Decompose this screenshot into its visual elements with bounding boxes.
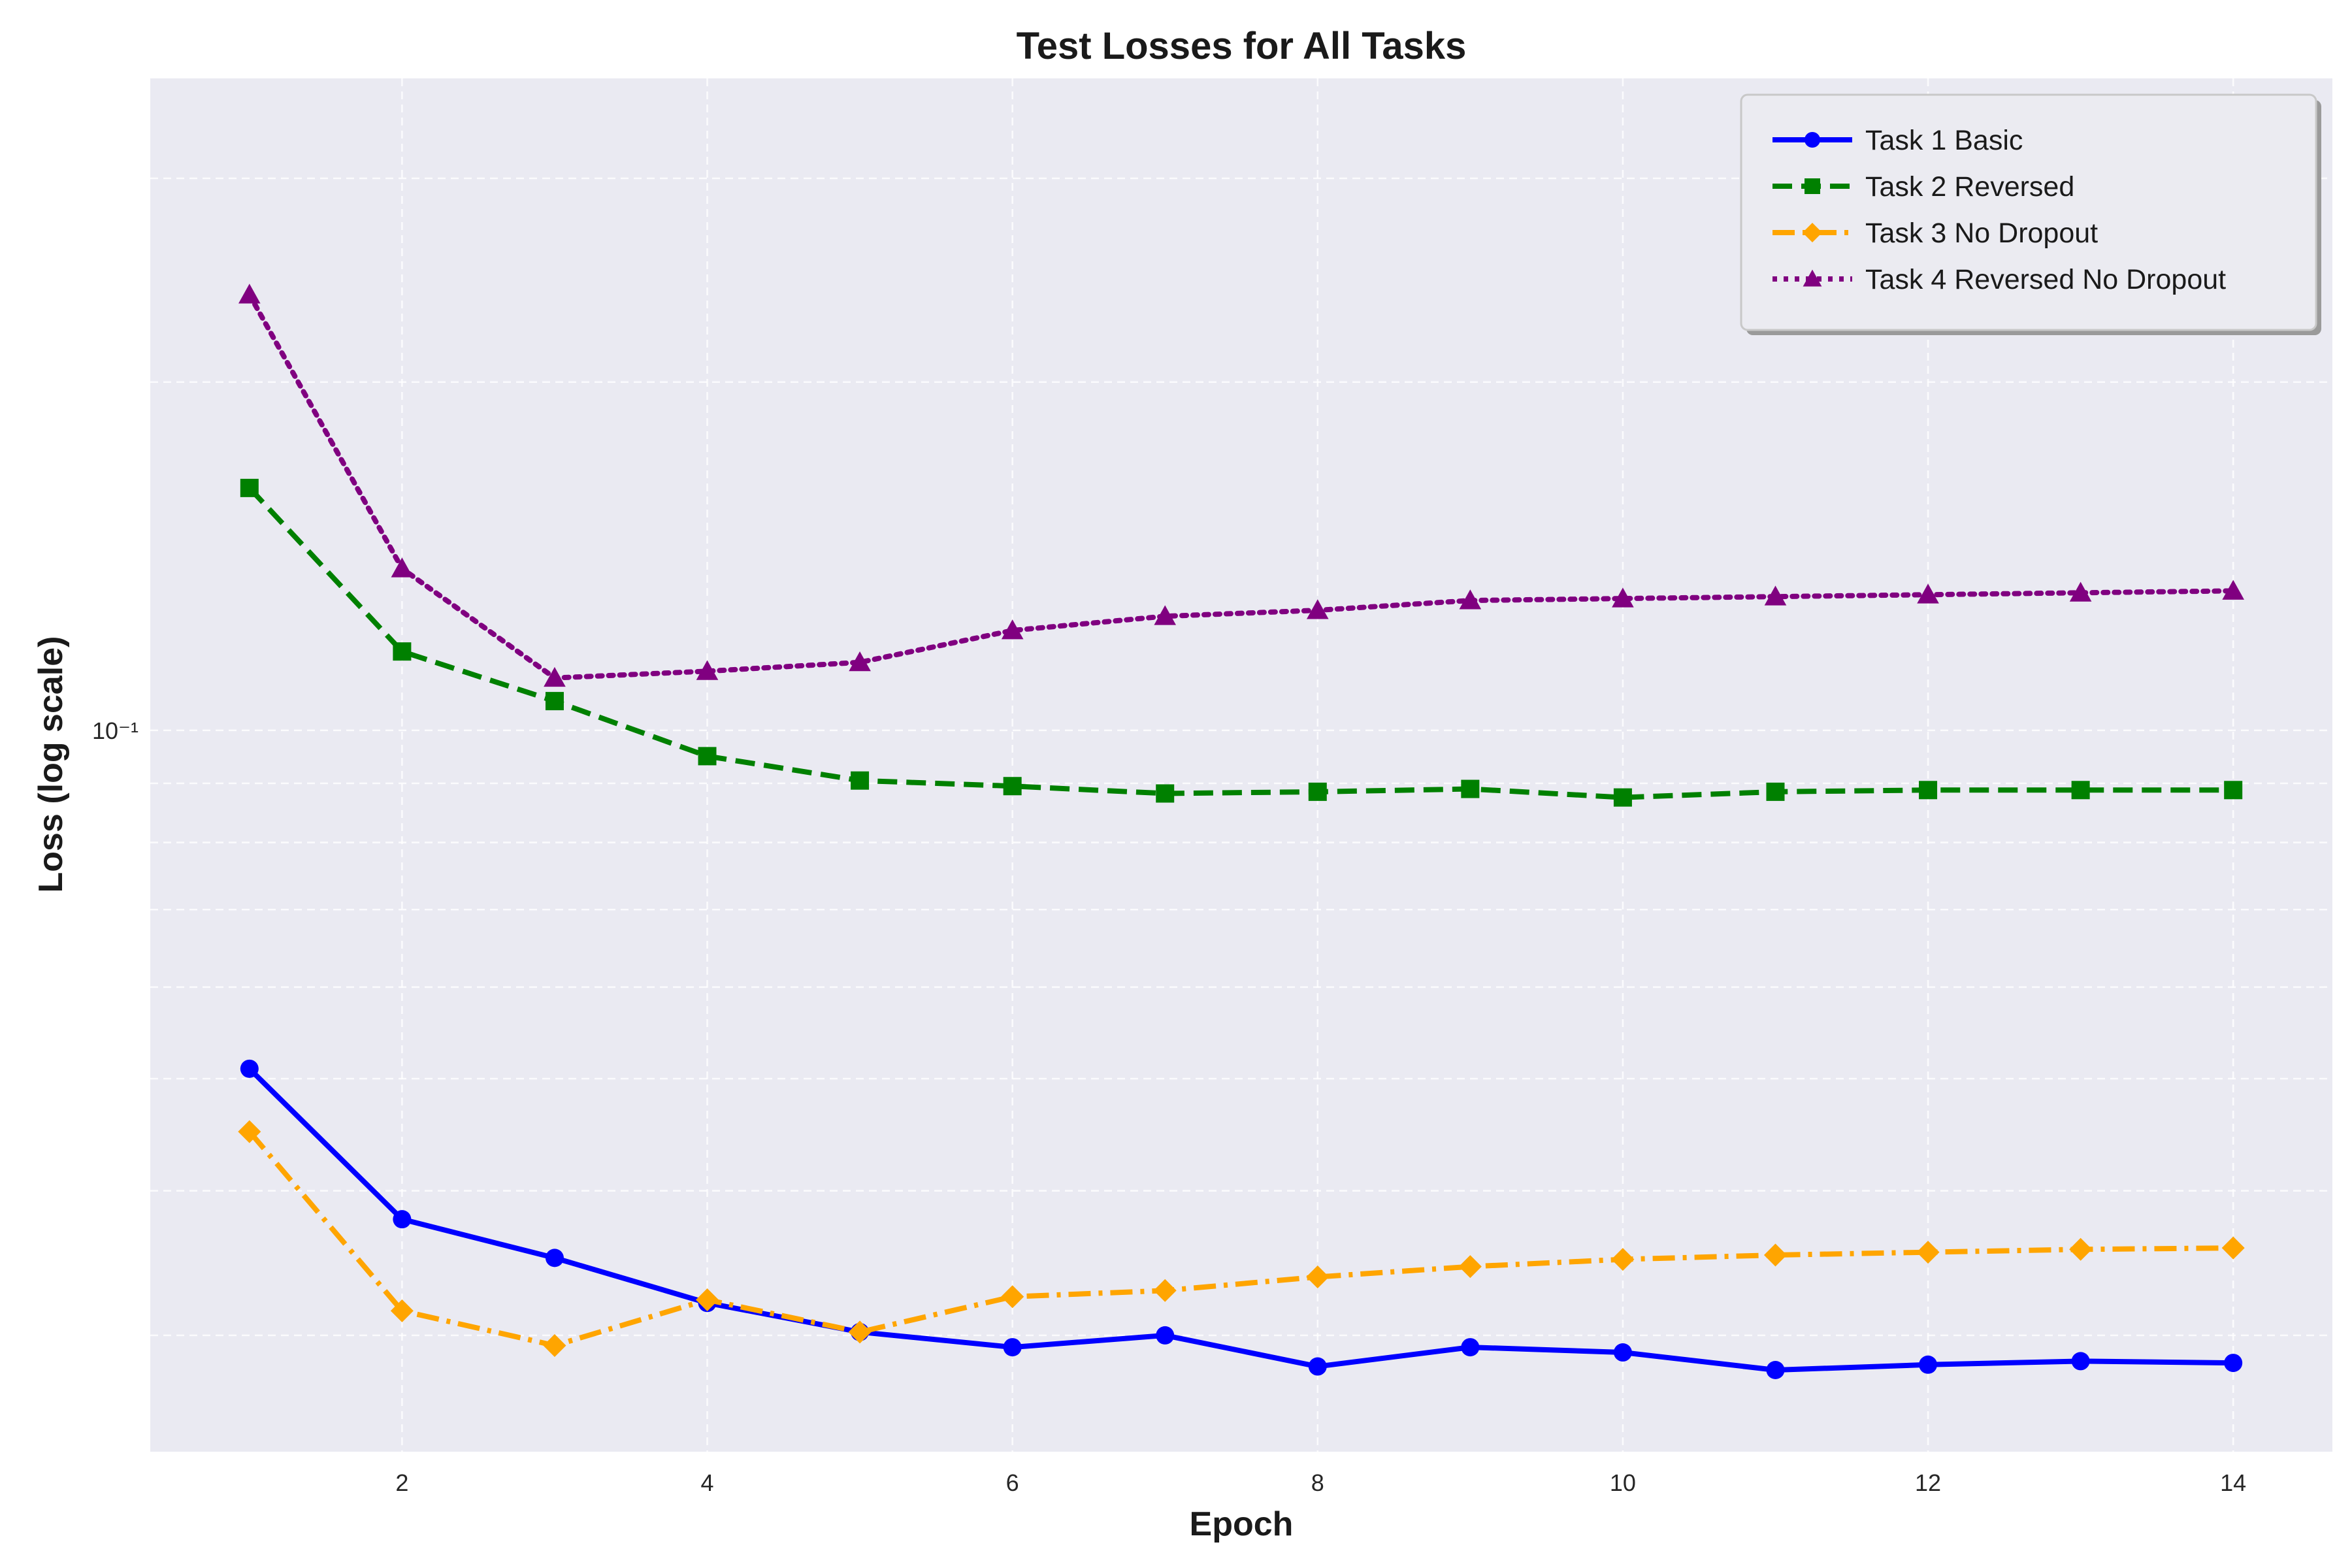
marker-square: [2224, 781, 2243, 800]
series-4: [238, 284, 2244, 687]
series-line: [247, 1130, 2234, 1348]
marker-square: [1766, 782, 1785, 801]
marker-circle: [545, 1249, 564, 1267]
marker-triangle: [696, 660, 719, 680]
marker-circle: [1766, 1361, 1785, 1380]
marker-square: [1919, 781, 1938, 800]
x-tick-label: 14: [2220, 1469, 2246, 1496]
series-2: [240, 478, 2243, 807]
marker-square: [1156, 784, 1175, 803]
marker-circle: [1461, 1338, 1480, 1357]
x-tick-label: 12: [1915, 1469, 1941, 1496]
series-3: [238, 1120, 2245, 1357]
marker-triangle: [849, 651, 871, 672]
series-line: [247, 486, 2234, 800]
marker-square: [1308, 782, 1327, 801]
marker-square: [1805, 178, 1820, 194]
marker-diamond: [543, 1333, 566, 1357]
series-layer: [238, 284, 2245, 1380]
chart-title: Test Losses for All Tasks: [1017, 25, 1467, 67]
marker-triangle: [1154, 605, 1177, 625]
marker-diamond: [2069, 1237, 2093, 1261]
marker-circle: [2071, 1352, 2090, 1371]
marker-circle: [1156, 1326, 1175, 1345]
marker-circle: [393, 1210, 412, 1229]
tick-labels: 2 4 6 8 10 12 14 10⁻¹: [92, 717, 2246, 1496]
marker-triangle: [391, 557, 414, 578]
legend: Task 1 Basic Task 2 Reversed Task 3 No Dro…: [1740, 93, 2321, 335]
marker-circle: [1003, 1338, 1022, 1357]
marker-diamond: [1611, 1248, 1635, 1271]
marker-square: [393, 642, 412, 661]
marker-triangle: [1917, 583, 1939, 604]
marker-triangle: [1001, 619, 1024, 640]
marker-diamond: [1803, 223, 1822, 242]
marker-square: [240, 478, 259, 497]
legend-box: [1740, 93, 2317, 331]
marker-square: [2071, 781, 2090, 800]
x-tick-label: 10: [1610, 1469, 1636, 1496]
y-tick-label: 10⁻¹: [92, 717, 139, 744]
marker-triangle: [1612, 587, 1634, 608]
marker-triangle: [1306, 599, 1329, 619]
marker-diamond: [1001, 1285, 1024, 1309]
legend-label: Task 1 Basic: [1865, 125, 2023, 156]
marker-circle: [1308, 1357, 1327, 1376]
marker-diamond: [1916, 1241, 1940, 1264]
marker-diamond: [390, 1299, 414, 1322]
x-tick-label: 6: [1006, 1469, 1019, 1496]
x-tick-label: 8: [1311, 1469, 1324, 1496]
marker-square: [698, 747, 717, 766]
marker-diamond: [238, 1120, 261, 1143]
marker-circle: [1919, 1355, 1938, 1374]
legend-label: Task 3 No Dropout: [1865, 218, 2098, 249]
marker-circle: [1613, 1343, 1632, 1362]
y-axis-label: Loss (log scale): [32, 636, 70, 893]
marker-triangle: [238, 284, 261, 304]
marker-triangle: [2069, 581, 2092, 602]
marker-square: [1461, 779, 1480, 798]
marker-square: [545, 692, 564, 711]
marker-circle: [1805, 132, 1820, 148]
marker-triangle: [1803, 269, 1822, 287]
series-line: [246, 292, 2236, 681]
marker-diamond: [848, 1320, 872, 1344]
marker-diamond: [1306, 1265, 1330, 1288]
marker-square: [1003, 777, 1022, 796]
x-tick-label: 4: [701, 1469, 714, 1496]
marker-diamond: [1763, 1243, 1787, 1267]
marker-diamond: [1458, 1255, 1482, 1279]
marker-square: [851, 771, 870, 790]
marker-triangle: [544, 666, 566, 687]
marker-diamond: [2221, 1236, 2245, 1260]
marker-square: [1613, 788, 1632, 807]
marker-triangle: [2222, 580, 2244, 600]
x-axis-label: Epoch: [1190, 1505, 1294, 1543]
legend-label: Task 2 Reversed: [1865, 171, 2074, 203]
legend-label: Task 4 Reversed No Dropout: [1865, 264, 2226, 295]
marker-triangle: [1764, 585, 1787, 606]
marker-circle: [2224, 1354, 2243, 1373]
marker-triangle: [1459, 589, 1482, 610]
series-line: [248, 1066, 2234, 1373]
marker-circle: [240, 1059, 259, 1078]
marker-diamond: [696, 1288, 719, 1312]
marker-diamond: [1153, 1279, 1177, 1302]
x-tick-label: 2: [395, 1469, 408, 1496]
